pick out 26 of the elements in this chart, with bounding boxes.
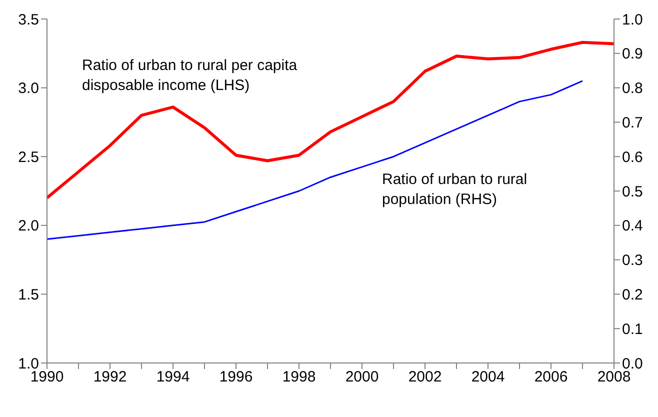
- y-tick-label: 3.5: [18, 11, 39, 28]
- x-tick-label: 1998: [282, 368, 316, 386]
- y-tick-label: 3.0: [18, 80, 39, 98]
- y2-tick-label: 0.4: [622, 218, 643, 235]
- y2-tick-label: 0.9: [622, 46, 643, 63]
- y2-tick-label: 0.5: [622, 183, 643, 200]
- x-tick-label: 2006: [534, 368, 568, 386]
- y2-tick-label: 0.3: [622, 252, 643, 270]
- x-tick-label: 2002: [408, 368, 442, 386]
- x-tick-label: 1992: [93, 368, 127, 386]
- y2-tick-label: 1.0: [622, 11, 643, 28]
- x-tick-label: 1996: [219, 368, 253, 386]
- x-tick-label: 1994: [156, 368, 190, 386]
- text: Ratio of urban to rural per capita disposable income (LHS): [82, 56, 298, 96]
- y2-tick-label: 0.1: [622, 320, 643, 338]
- y2-tick-label: 0.7: [622, 114, 643, 132]
- x-tick-label: 2000: [345, 368, 379, 386]
- y2-tick-label: 0.2: [622, 286, 643, 304]
- x-tick-label: 2004: [471, 368, 505, 386]
- y-tick-label: 2.5: [18, 148, 39, 166]
- line-series: [47, 80, 584, 240]
- y2-tick-label: 0.8: [622, 80, 643, 98]
- y2-tick-label: 0.6: [622, 148, 643, 166]
- y-tick-label: 1.5: [18, 286, 39, 304]
- y-tick-label: 2.0: [18, 218, 39, 235]
- series-label: Ratio of urban to rural population (RHS): [382, 170, 528, 210]
